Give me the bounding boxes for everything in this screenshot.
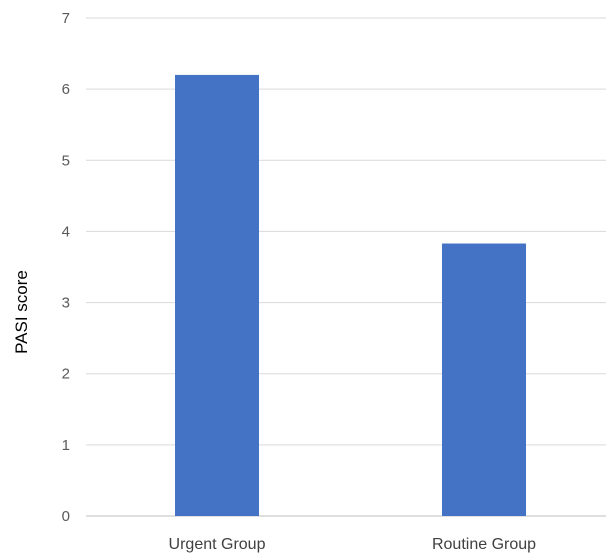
y-tick-label-5: 5 bbox=[62, 152, 70, 169]
x-tick-label-routine-group: Routine Group bbox=[432, 536, 536, 553]
bar-routine-group bbox=[442, 243, 526, 516]
y-tick-label-7: 7 bbox=[62, 10, 70, 27]
y-tick-label-4: 4 bbox=[62, 223, 70, 240]
bar-urgent-group bbox=[175, 74, 259, 517]
y-tick-label-3: 3 bbox=[62, 295, 70, 312]
x-tick-label-urgent-group: Urgent Group bbox=[169, 536, 266, 553]
y-tick-label-0: 0 bbox=[62, 508, 70, 525]
y-tick-label-6: 6 bbox=[62, 81, 70, 98]
y-tick-label-2: 2 bbox=[62, 366, 70, 383]
y-tick-label-1: 1 bbox=[62, 437, 70, 454]
